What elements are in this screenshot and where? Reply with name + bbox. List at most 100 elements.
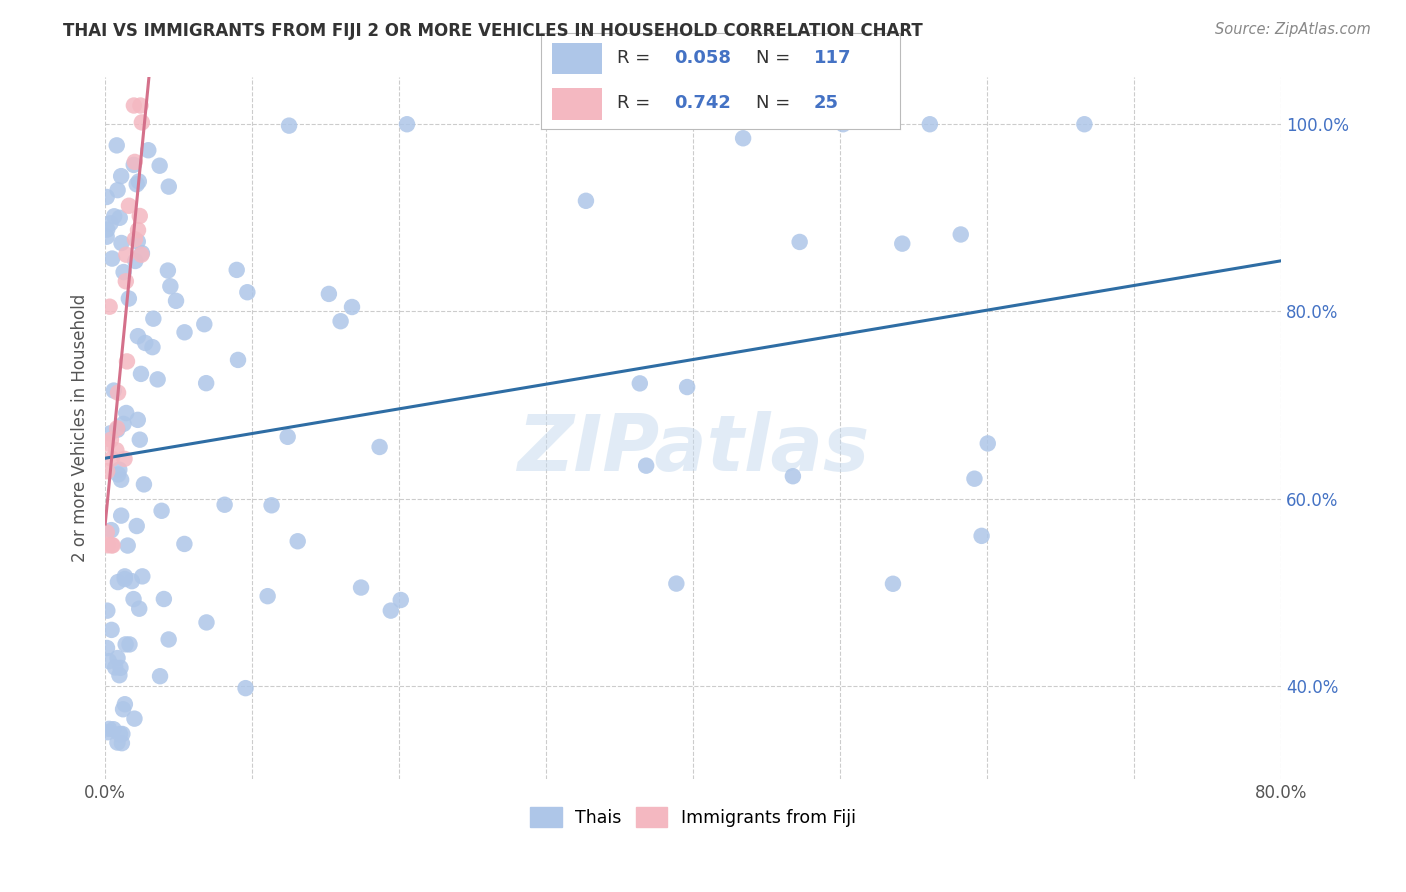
- Point: [112, 702, 135, 716]
- Point: [124, 232, 146, 246]
- Point: [165, 293, 187, 308]
- Point: [100, 523, 122, 537]
- Point: [395, 117, 418, 131]
- Point: [114, 451, 136, 466]
- Point: [122, 98, 145, 112]
- Point: [340, 300, 363, 314]
- Point: [156, 263, 179, 277]
- Point: [98, 300, 121, 314]
- Point: [114, 697, 136, 711]
- Point: [225, 263, 247, 277]
- Text: 0.058: 0.058: [673, 49, 731, 67]
- Point: [103, 384, 125, 398]
- Point: [122, 158, 145, 172]
- Point: [226, 352, 249, 367]
- Point: [100, 451, 122, 466]
- Legend: Thais, Immigrants from Fiji: Thais, Immigrants from Fiji: [523, 800, 863, 834]
- Point: [124, 254, 146, 268]
- Point: [665, 576, 688, 591]
- Point: [149, 669, 172, 683]
- Point: [256, 589, 278, 603]
- Point: [236, 285, 259, 300]
- Point: [118, 199, 141, 213]
- Point: [108, 668, 131, 682]
- Point: [110, 473, 132, 487]
- Point: [368, 440, 391, 454]
- Point: [124, 155, 146, 169]
- Point: [153, 592, 176, 607]
- Point: [117, 539, 139, 553]
- Text: 25: 25: [814, 95, 839, 112]
- Point: [132, 477, 155, 491]
- Point: [128, 433, 150, 447]
- Point: [114, 274, 136, 288]
- Point: [149, 159, 172, 173]
- Point: [103, 209, 125, 223]
- Point: [575, 194, 598, 208]
- Text: 0.742: 0.742: [673, 95, 731, 112]
- Point: [195, 376, 218, 391]
- Point: [96, 229, 118, 244]
- Point: [105, 423, 128, 437]
- Point: [100, 538, 122, 552]
- Point: [129, 367, 152, 381]
- Point: [110, 235, 132, 250]
- Point: [380, 604, 402, 618]
- Point: [96, 436, 118, 450]
- Point: [157, 179, 180, 194]
- Point: [127, 329, 149, 343]
- Text: THAI VS IMMIGRANTS FROM FIJI 2 OR MORE VEHICLES IN HOUSEHOLD CORRELATION CHART: THAI VS IMMIGRANTS FROM FIJI 2 OR MORE V…: [63, 22, 922, 40]
- Point: [789, 235, 811, 249]
- Point: [131, 115, 153, 129]
- Point: [329, 314, 352, 328]
- Point: [131, 248, 153, 262]
- Point: [98, 722, 121, 736]
- Point: [963, 472, 986, 486]
- Point: [110, 508, 132, 523]
- Point: [108, 463, 131, 477]
- Text: R =: R =: [617, 49, 655, 67]
- Point: [101, 252, 124, 266]
- Text: R =: R =: [617, 95, 655, 112]
- Point: [287, 534, 309, 549]
- Point: [141, 340, 163, 354]
- Point: [389, 593, 412, 607]
- Point: [107, 651, 129, 665]
- Point: [115, 354, 138, 368]
- Point: [100, 623, 122, 637]
- Point: [318, 286, 340, 301]
- Point: [173, 326, 195, 340]
- Point: [114, 569, 136, 583]
- Point: [891, 236, 914, 251]
- Point: [127, 413, 149, 427]
- Point: [97, 538, 120, 552]
- Point: [107, 575, 129, 590]
- Point: [97, 654, 120, 668]
- Text: N =: N =: [756, 95, 796, 112]
- Point: [118, 292, 141, 306]
- Point: [970, 529, 993, 543]
- Point: [100, 216, 122, 230]
- Point: [977, 436, 1000, 450]
- Point: [146, 372, 169, 386]
- Text: N =: N =: [756, 49, 796, 67]
- Point: [107, 735, 129, 749]
- Point: [107, 467, 129, 482]
- Point: [96, 640, 118, 655]
- Point: [96, 190, 118, 204]
- Point: [128, 601, 150, 615]
- Point: [193, 317, 215, 331]
- Point: [104, 660, 127, 674]
- Point: [832, 117, 855, 131]
- Point: [112, 265, 135, 279]
- Point: [136, 143, 159, 157]
- Point: [118, 637, 141, 651]
- Point: [107, 385, 129, 400]
- Point: [103, 722, 125, 736]
- Point: [110, 169, 132, 183]
- Point: [131, 569, 153, 583]
- Point: [114, 637, 136, 651]
- Point: [636, 458, 658, 473]
- Point: [278, 119, 301, 133]
- Y-axis label: 2 or more Vehicles in Household: 2 or more Vehicles in Household: [72, 294, 89, 563]
